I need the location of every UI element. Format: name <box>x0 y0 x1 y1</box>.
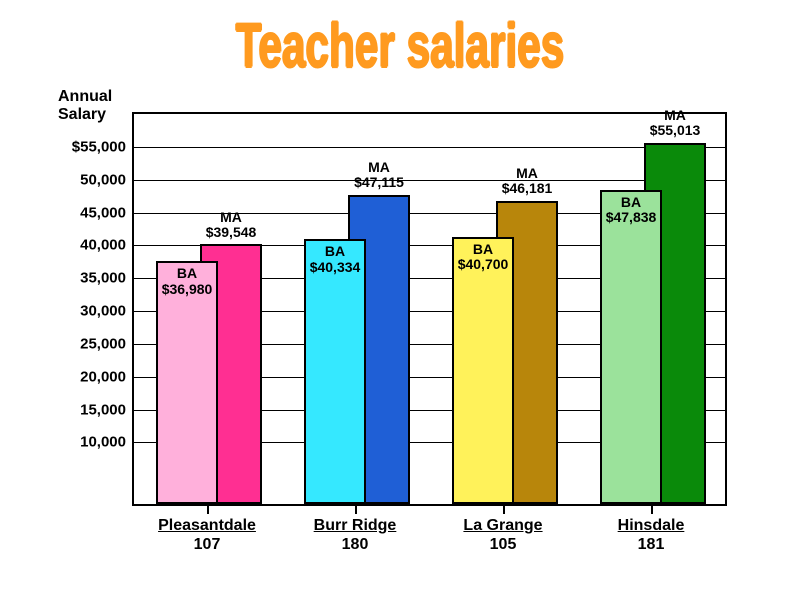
y-tick-label: 10,000 <box>80 434 126 451</box>
bar-degree: MA <box>368 159 390 175</box>
x-tick-number: 180 <box>342 536 369 553</box>
gridline <box>134 147 725 148</box>
bar-label-ma: MA$39,548 <box>206 210 257 241</box>
x-tick-name: Pleasantdale <box>158 517 256 534</box>
x-tick-label: Hinsdale 181 <box>576 516 726 554</box>
bar-ba <box>600 190 662 504</box>
x-tick-mark <box>355 506 357 514</box>
y-tick-label: 35,000 <box>80 270 126 287</box>
y-tick-label: 50,000 <box>80 171 126 188</box>
bar-degree: MA <box>220 209 242 225</box>
x-tick-number: 181 <box>638 536 665 553</box>
x-tick-name: La Grange <box>463 517 542 534</box>
bar-value: $55,013 <box>650 122 701 138</box>
y-axis-title-line2: Salary <box>58 106 106 123</box>
bar-degree: MA <box>664 107 686 123</box>
bar-ba <box>452 237 514 504</box>
y-tick-label: $55,000 <box>72 138 126 155</box>
bar-ba <box>304 239 366 504</box>
chart-title: Teacher salaries <box>236 9 565 82</box>
x-tick-name: Burr Ridge <box>314 517 397 534</box>
bar-degree: MA <box>516 165 538 181</box>
bar-value: $39,548 <box>206 224 257 240</box>
bar-value: $47,115 <box>354 174 404 190</box>
bar-label-ma: MA$47,115 <box>354 160 404 191</box>
plot-area: 10,00015,00020,00025,00030,00035,00040,0… <box>132 112 727 506</box>
x-tick-name: Hinsdale <box>618 517 685 534</box>
x-tick-number: 107 <box>194 536 221 553</box>
x-tick-label: Pleasantdale 107 <box>132 516 282 554</box>
y-axis-title-line1: Annual <box>58 88 112 105</box>
x-tick-mark <box>651 506 653 514</box>
y-axis-title: Annual Salary <box>58 88 112 125</box>
y-tick-label: 25,000 <box>80 335 126 352</box>
x-tick-number: 105 <box>490 536 517 553</box>
y-tick-label: 15,000 <box>80 401 126 418</box>
x-tick-label: La Grange 105 <box>428 516 578 554</box>
y-tick-label: 30,000 <box>80 303 126 320</box>
bar-label-ma: MA$46,181 <box>502 166 553 197</box>
y-tick-label: 20,000 <box>80 368 126 385</box>
bar-label-ma: MA$55,013 <box>650 108 701 139</box>
gridline <box>134 180 725 181</box>
bar-ba <box>156 261 218 504</box>
y-tick-label: 40,000 <box>80 237 126 254</box>
x-tick-mark <box>207 506 209 514</box>
x-tick-label: Burr Ridge 180 <box>280 516 430 554</box>
x-tick-mark <box>503 506 505 514</box>
y-tick-label: 45,000 <box>80 204 126 221</box>
bar-value: $46,181 <box>502 180 553 196</box>
